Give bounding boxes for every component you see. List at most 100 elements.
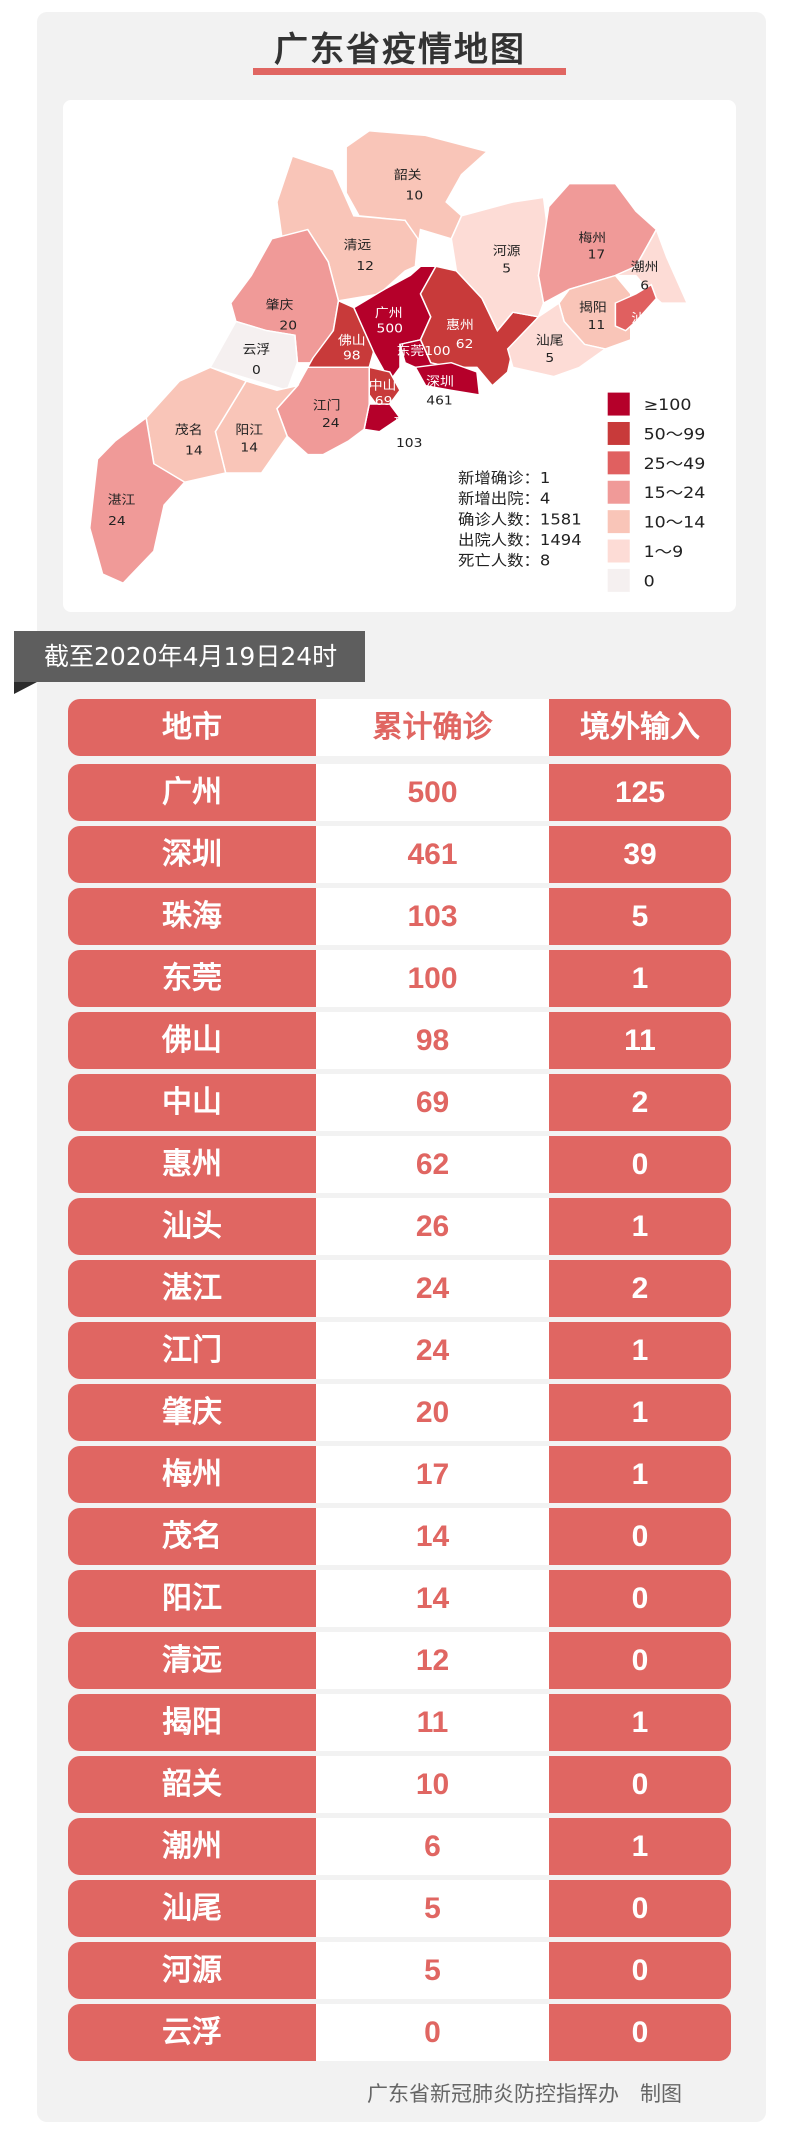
confirmed-cell: 12 [316,1632,549,1689]
region-value: 69 [375,395,393,409]
confirmed-cell: 累计确诊 [316,699,549,756]
table-row: 潮州 6 1 [68,1818,731,1875]
banner-fold [14,682,37,694]
table-row: 汕头 26 1 [68,1198,731,1255]
region-label: 云浮 [243,342,271,357]
page-title: 广东省疫情地图 [274,30,526,70]
confirmed-cell: 0 [316,2004,549,2061]
table-row: 湛江 24 2 [68,1260,731,1317]
region-label: 汕尾 [536,333,564,348]
legend-label: 0 [644,572,655,590]
city-cell: 地市 [68,699,316,756]
legend-swatch [607,421,630,445]
confirmed-cell: 103 [316,888,549,945]
footer-credit: 广东省新冠肺炎防控指挥办 制图 [367,2082,682,2106]
table-row: 阳江 14 0 [68,1570,731,1627]
confirmed-cell: 5 [316,1942,549,1999]
region-label: 阳江 [235,423,263,438]
confirmed-cell: 5 [316,1880,549,1937]
legend-label: 1～9 [644,543,684,561]
table-row: 揭阳 11 1 [68,1694,731,1751]
city-cell: 佛山 [68,1012,316,1069]
legend-swatch [607,392,630,416]
imported-cell: 0 [549,2004,731,2061]
region-label: 东莞100 [397,344,451,359]
confirmed-cell: 24 [316,1260,549,1317]
imported-cell: 0 [549,1508,731,1565]
confirmed-cell: 11 [316,1694,549,1751]
table-row: 韶关 10 0 [68,1756,731,1813]
city-cell: 云浮 [68,2004,316,2061]
table-row: 深圳 461 39 [68,826,731,883]
imported-cell: 2 [549,1260,731,1317]
city-cell: 河源 [68,1942,316,1999]
legend-label: 25～49 [644,455,706,473]
confirmed-cell: 98 [316,1012,549,1069]
table-row: 茂名 14 0 [68,1508,731,1565]
region-value: 62 [456,338,474,352]
city-cell: 深圳 [68,826,316,883]
region-label: 佛山 [338,333,366,348]
city-cell: 潮州 [68,1818,316,1875]
region-value: 12 [356,260,374,274]
city-cell: 梅州 [68,1446,316,1503]
confirmed-cell: 20 [316,1384,549,1441]
region-19 [614,283,658,332]
region-value: 24 [108,514,126,528]
imported-cell: 0 [549,1570,731,1627]
legend-swatch [607,451,630,475]
region-value: 103 [396,436,422,450]
city-cell: 中山 [68,1074,316,1131]
imported-cell: 1 [549,1384,731,1441]
imported-cell: 1 [549,1322,731,1379]
region-label: 惠州 [446,318,474,333]
imported-cell: 1 [549,1198,731,1255]
region-value: 17 [588,248,606,262]
table-row: 肇庆 20 1 [68,1384,731,1441]
table-row: 江门 24 1 [68,1322,731,1379]
stat-line: 出院人数：1494 [458,531,582,549]
confirmed-cell: 24 [316,1322,549,1379]
city-cell: 广州 [68,764,316,821]
table-row: 中山 69 2 [68,1074,731,1131]
city-cell: 茂名 [68,1508,316,1565]
region-value: 10 [406,189,424,203]
region-value: 24 [322,417,340,431]
imported-cell: 0 [549,1756,731,1813]
imported-cell: 5 [549,888,731,945]
table-row: 东莞 100 1 [68,950,731,1007]
confirmed-cell: 26 [316,1198,549,1255]
table-row: 梅州 17 1 [68,1446,731,1503]
confirmed-cell: 69 [316,1074,549,1131]
confirmed-cell: 10 [316,1756,549,1813]
region-value: 500 [377,322,403,336]
region-value: 98 [343,349,361,363]
city-cell: 珠海 [68,888,316,945]
city-cell: 韶关 [68,1756,316,1813]
table-row: 云浮 0 0 [68,2004,731,2061]
imported-cell: 境外输入 [549,699,731,756]
city-cell: 汕尾 [68,1880,316,1937]
region-label: 肇庆 [266,298,294,313]
confirmed-cell: 17 [316,1446,549,1503]
confirmed-cell: 14 [316,1570,549,1627]
city-cell: 惠州 [68,1136,316,1193]
region-20 [506,301,607,378]
title-underline [253,68,566,75]
city-cell: 江门 [68,1322,316,1379]
city-cell: 湛江 [68,1260,316,1317]
legend-swatch [607,510,630,534]
region-14 [88,416,186,585]
region-label: 汕头 [631,311,659,326]
confirmed-cell: 62 [316,1136,549,1193]
region-value: 6 [640,279,649,293]
legend-label: 50～99 [644,425,706,443]
confirmed-cell: 100 [316,950,549,1007]
region-label: 梅州 [578,231,606,246]
region-label: 湛江 [108,493,136,508]
table-row: 广州 500 125 [68,764,731,821]
imported-cell: 0 [549,1136,731,1193]
region-value: 5 [502,262,511,276]
legend-label: ≥100 [644,396,692,414]
